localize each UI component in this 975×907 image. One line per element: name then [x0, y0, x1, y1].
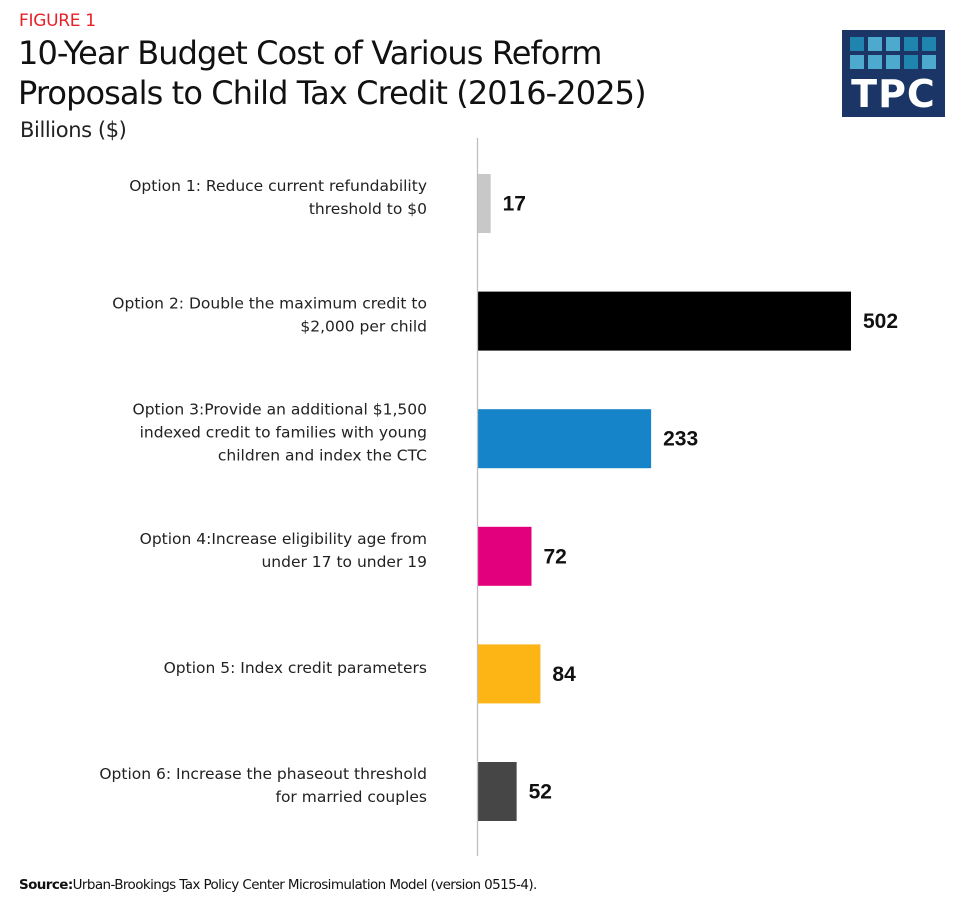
bar-option-4: [478, 526, 532, 586]
logo-square: [904, 55, 918, 69]
category-label-line: threshold to $0: [309, 200, 427, 218]
category-label-line: under 17 to under 19: [261, 553, 427, 571]
logo-grid-icon: [850, 37, 936, 69]
logo-text: TPC: [851, 72, 936, 116]
category-label-line: Option 4:Increase eligibility age from: [140, 530, 427, 548]
bar-option-3: [478, 409, 652, 469]
logo-square: [850, 37, 864, 51]
tpc-logo: TPC: [842, 30, 945, 117]
data-label-option-2: 502: [863, 310, 898, 333]
category-label-line: for married couples: [275, 788, 427, 806]
category-label-option-4: Option 4:Increase eligibility age from un…: [140, 530, 427, 571]
category-label-line: indexed credit to families with young: [140, 424, 427, 442]
logo-square: [850, 55, 864, 69]
category-label-line: Option 3:Provide an additional $1,500: [133, 401, 428, 419]
logo-square: [922, 37, 936, 51]
logo-square: [868, 55, 882, 69]
data-label-option-4: 72: [543, 545, 566, 568]
category-label-line: $2,000 per child: [300, 318, 427, 336]
source-prefix: Source:: [19, 877, 73, 893]
bars-layer: 17 Option 1: Reduce current refundability…: [99, 174, 898, 821]
category-label-line: children and index the CTC: [218, 447, 427, 465]
bar-option-5: [478, 644, 541, 704]
category-label-line: Option 1: Reduce current refundability: [129, 177, 427, 195]
category-label-option-6: Option 6: Increase the phaseout threshol…: [99, 765, 427, 806]
bar-option-2: [478, 291, 851, 351]
data-label-option-6: 52: [529, 781, 552, 804]
source-text: Urban-Brookings Tax Policy Center Micros…: [72, 877, 538, 893]
figure-label: FIGURE 1: [19, 11, 96, 31]
source-note: Source:Urban-Brookings Tax Policy Center…: [19, 877, 537, 893]
category-label-option-1: Option 1: Reduce current refundability th…: [129, 177, 427, 218]
logo-square: [886, 37, 900, 51]
logo-square: [904, 37, 918, 51]
chart-title-line-2: Proposals to Child Tax Credit (2016-2025…: [18, 74, 647, 112]
category-label-line: Option 2: Double the maximum credit to: [112, 295, 427, 313]
chart-subtitle: Billions ($): [20, 118, 127, 142]
chart-title: 10-Year Budget Cost of Various Reform Pr…: [18, 33, 647, 113]
category-label-option-5: Option 5: Index credit parameters: [164, 659, 427, 677]
chart-title-line-1: 10-Year Budget Cost of Various Reform: [18, 34, 602, 72]
data-label-option-1: 17: [503, 193, 526, 216]
category-label-option-2: Option 2: Double the maximum credit to $2…: [112, 295, 427, 336]
data-label-option-5: 84: [552, 663, 576, 686]
logo-square: [868, 37, 882, 51]
bar-option-1: [478, 174, 491, 233]
bar-option-6: [478, 762, 517, 821]
logo-square: [922, 55, 936, 69]
data-label-option-3: 233: [663, 428, 698, 451]
logo-square: [886, 55, 900, 69]
category-label-line: Option 5: Index credit parameters: [164, 659, 427, 677]
category-label-option-3: Option 3:Provide an additional $1,500 ind…: [133, 401, 428, 465]
category-label-line: Option 6: Increase the phaseout threshol…: [99, 765, 427, 783]
